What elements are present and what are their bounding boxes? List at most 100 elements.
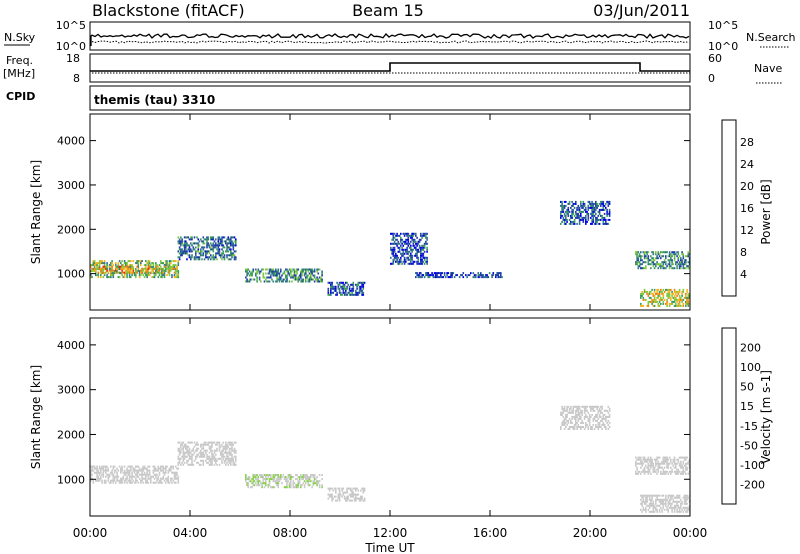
- power-data-cell: [168, 260, 171, 263]
- power-data-cell: [651, 300, 653, 303]
- power-data-cell: [681, 298, 683, 301]
- velocity-data-cell: [581, 411, 583, 414]
- power-data-cell: [163, 272, 166, 275]
- power-data-cell: [660, 302, 662, 305]
- velocity-data-cell: [96, 477, 98, 480]
- velocity-data-cell: [652, 468, 655, 471]
- velocity-data-cell: [653, 494, 656, 497]
- power-data-cell: [176, 274, 178, 277]
- velocity-data-cell: [671, 502, 673, 505]
- power-data-cell: [130, 271, 132, 274]
- velocity-data-cell: [666, 470, 668, 473]
- power-data-cell: [395, 260, 397, 263]
- velocity-data-cell: [661, 502, 663, 505]
- power-data-cell: [686, 255, 688, 258]
- velocity-data-cell: [96, 467, 98, 470]
- power-data-cell: [205, 238, 207, 241]
- velocity-data-cell: [230, 443, 232, 446]
- power-data-cell: [286, 278, 288, 281]
- velocity-data-cell: [227, 445, 230, 448]
- power-data-cell: [217, 240, 220, 243]
- power-data-cell: [637, 259, 640, 262]
- power-data-cell: [576, 216, 578, 219]
- power-data-cell: [157, 269, 160, 272]
- velocity-data-cell: [203, 443, 206, 446]
- power-data-cell: [112, 269, 115, 272]
- velocity-data-cell: [300, 474, 302, 477]
- power-data-cell: [592, 202, 595, 205]
- power-data-cell: [330, 293, 332, 296]
- velocity-data-cell: [677, 458, 680, 461]
- power-data-cell: [602, 200, 605, 203]
- power-data-cell: [217, 244, 220, 247]
- velocity-data-cell: [267, 476, 270, 479]
- velocity-data-cell: [667, 500, 670, 503]
- power-data-cell: [678, 294, 681, 297]
- power-data-cell: [413, 244, 416, 247]
- power-data-cell: [682, 267, 685, 270]
- power-data-cell: [575, 212, 577, 215]
- power-data-cell: [123, 265, 126, 268]
- velocity-data-cell: [346, 487, 348, 490]
- power-data-cell: [572, 220, 575, 223]
- velocity-data-cell: [198, 455, 201, 458]
- velocity-data-cell: [673, 510, 676, 513]
- velocity-data-cell: [306, 476, 308, 479]
- power-data-cell: [205, 254, 207, 257]
- velocity-data-cell: [97, 479, 100, 482]
- velocity-data-cell: [301, 484, 303, 487]
- velocity-data-cell: [601, 417, 603, 420]
- power-data-cell: [182, 252, 185, 255]
- power-data-cell: [258, 278, 261, 281]
- velocity-data-cell: [288, 476, 291, 479]
- power-data-cell: [300, 270, 302, 273]
- power-ytick-label: 1000: [57, 268, 85, 281]
- power-data-cell: [642, 261, 645, 264]
- power-data-cell: [327, 287, 330, 290]
- power-data-cell: [500, 272, 502, 275]
- power-data-cell: [495, 276, 497, 279]
- power-data-cell: [685, 263, 687, 266]
- velocity-data-cell: [653, 468, 656, 471]
- power-data-cell: [637, 255, 640, 258]
- velocity-data-cell: [677, 468, 680, 471]
- power-data-cell: [122, 266, 125, 269]
- power-data-cell: [292, 274, 295, 277]
- velocity-data-cell: [208, 451, 211, 454]
- power-data-cell: [592, 218, 595, 221]
- power-data-cell: [576, 214, 578, 217]
- power-data-cell: [136, 262, 138, 265]
- velocity-data-cell: [187, 449, 190, 452]
- power-data-cell: [102, 267, 105, 270]
- velocity-data-cell: [252, 476, 255, 479]
- velocity-data-cell: [123, 481, 126, 484]
- power-data-cell: [281, 280, 283, 283]
- power-data-cell: [231, 242, 233, 245]
- power-data-cell: [642, 296, 645, 299]
- power-data-cell: [98, 264, 101, 267]
- power-data-cell: [171, 274, 173, 277]
- velocity-data-cell: [575, 415, 577, 418]
- power-data-cell: [176, 270, 178, 273]
- power-data-cell: [121, 267, 123, 270]
- power-data-cell: [342, 283, 345, 286]
- velocity-data-cell: [166, 477, 168, 480]
- velocity-data-cell: [155, 481, 157, 484]
- velocity-data-cell: [668, 500, 671, 503]
- velocity-data-cell: [673, 460, 676, 463]
- power-data-cell: [573, 218, 576, 221]
- velocity-data-cell: [666, 462, 668, 465]
- power-data-cell: [362, 287, 365, 290]
- velocity-y-axis-label: Slant Range [km]: [29, 365, 43, 469]
- power-data-cell: [435, 276, 437, 279]
- velocity-data-cell: [127, 473, 130, 476]
- power-data-cell: [147, 260, 150, 263]
- power-data-cell: [318, 268, 321, 271]
- velocity-data-cell: [600, 409, 602, 412]
- power-data-cell: [666, 251, 668, 254]
- velocity-data-cell: [152, 471, 155, 474]
- power-data-cell: [666, 302, 668, 305]
- velocity-data-cell: [675, 462, 677, 465]
- power-data-cell: [413, 254, 416, 257]
